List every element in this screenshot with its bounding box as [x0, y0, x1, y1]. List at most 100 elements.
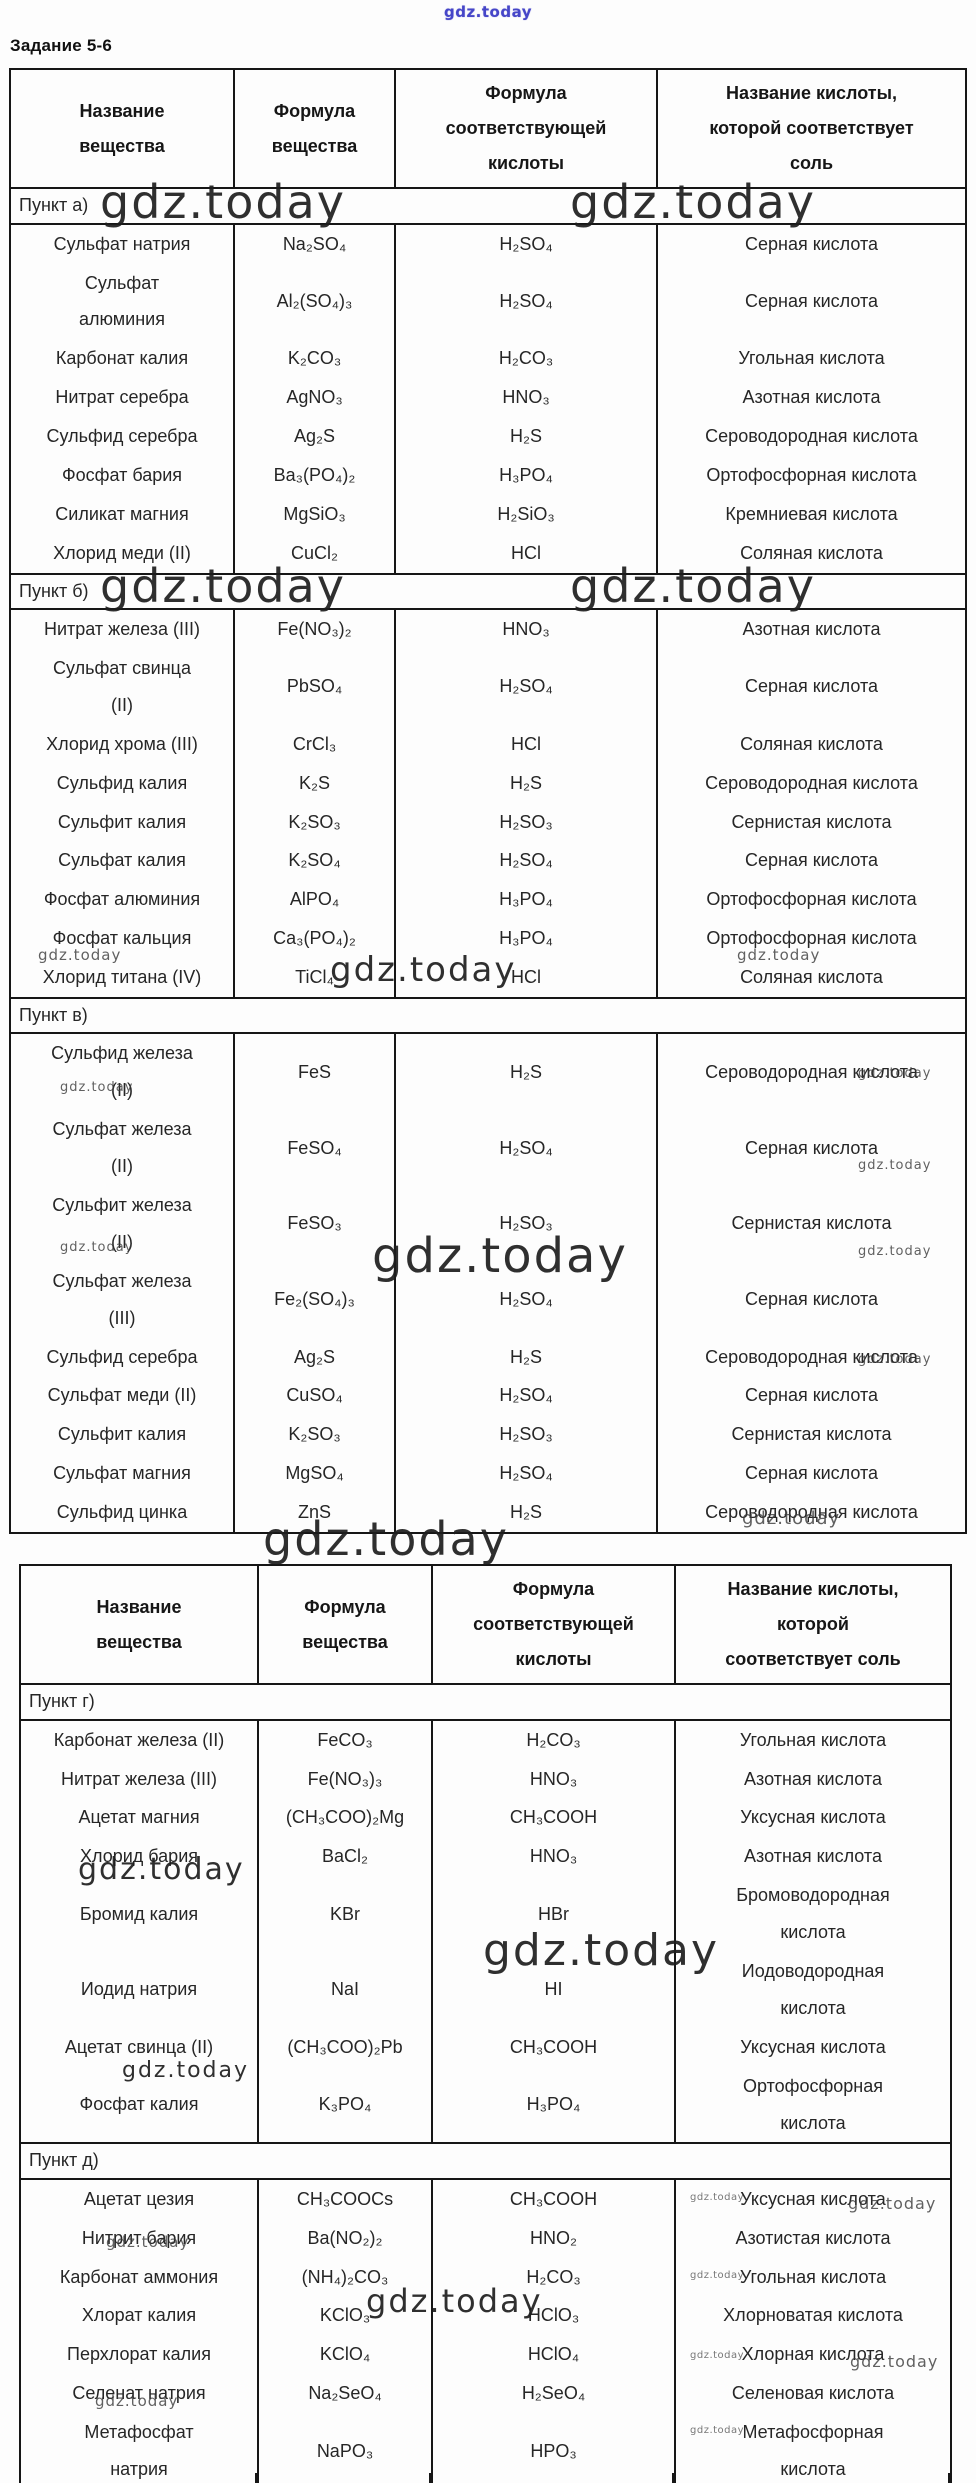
table-row: Хлорид бария BaCl₂ HNO₃ Азотная кислота	[19, 1837, 952, 1877]
substance-name-cell: Нитрат железа (III)	[19, 1759, 259, 1799]
acid-formula-cell: H₃PO₄	[394, 456, 658, 495]
substance-name-cell: Хлорид бария	[19, 1837, 259, 1877]
substance-formula-cell: MgSiO₃	[233, 494, 396, 534]
table-row: Сульфит калия K₂SO₃ H₂SO₃ Сернистая кислота	[9, 1415, 967, 1455]
section-band-row: Пункт б)	[9, 572, 967, 611]
acid-formula-cell: HClO₃	[431, 2296, 676, 2336]
substance-formula-cell: KClO₄	[257, 2335, 433, 2375]
acid-name-cell: Сернистая кислота	[656, 1415, 967, 1455]
section-band-row: Пункт д)	[19, 2142, 952, 2180]
acid-formula-cell: H₂SO₃	[394, 802, 658, 842]
substance-formula-cell: Na₂SO₄	[233, 223, 396, 264]
substance-name-cell: Ацетат свинца (II)	[19, 2027, 259, 2067]
substance-name-cell: Сульфит калия	[9, 1415, 235, 1455]
table-row: Ацетат цезия CH₃COOCs CH₃COOH Уксусная кисл…	[19, 2178, 952, 2219]
acid-name-cell: Ортофосфорная кислота	[656, 880, 967, 920]
col-header-substance-formula: Формула вещества	[257, 1564, 433, 1686]
substance-name-cell: Карбонат калия	[9, 339, 235, 379]
table-row: Хлорид титана (IV) TiCl₄ HCl Соляная кислот…	[9, 958, 967, 998]
acid-formula-cell: HClO₄	[431, 2335, 676, 2375]
substance-name-cell: Сульфид цинка	[9, 1493, 235, 1533]
acid-formula-cell: HCl	[394, 533, 658, 574]
substance-formula-cell: (NH₄)₂CO₃	[257, 2257, 433, 2297]
table-row: Фосфат кальция Ca₃(PO₄)₂ H₃PO₄ Ортофосфорна…	[9, 919, 967, 959]
table-row: Ацетат магния (CH₃COO)₂Mg CH₃COOH Уксусная …	[19, 1798, 952, 1838]
section-label: Пункт г)	[19, 1683, 952, 1721]
acid-name-cell: Серная кислота	[656, 1110, 967, 1186]
acid-formula-cell: H₂SO₄	[394, 841, 658, 881]
substance-name-cell: Сульфид калия	[9, 763, 235, 803]
acid-name-cell: Серная кислота	[656, 1261, 967, 1338]
acid-name-cell: Ортофосфорная кислота	[656, 456, 967, 495]
acid-formula-cell: H₂SO₄	[394, 1110, 658, 1186]
table-row: Нитрат железа (III) Fe(NO₃)₃ HNO₃ Азотная к…	[19, 1759, 952, 1799]
substance-formula-cell: CuCl₂	[233, 533, 396, 574]
substance-name-cell: Хлорид хрома (III)	[9, 724, 235, 764]
section-band-row: Пункт г)	[19, 1683, 952, 1721]
substance-formula-cell: Ba₃(PO₄)₂	[233, 456, 396, 495]
acid-name-cell: Соляная кислота	[656, 958, 967, 998]
substance-formula-cell: AlPO₄	[233, 880, 396, 920]
table-row: Сульфат калия K₂SO₄ H₂SO₄ Серная кислота	[9, 841, 967, 881]
acid-name-cell: Азотная кислота	[674, 1837, 952, 1877]
header-row: Название вещества Формула вещества Форму…	[9, 69, 967, 190]
acid-formula-cell: CH₃COOH	[431, 2027, 676, 2067]
acid-formula-cell: HCl	[394, 958, 658, 998]
substance-formula-cell: FeCO₃	[257, 1719, 433, 1760]
section-label: Пункт а)	[9, 187, 967, 225]
substance-formula-cell: K₂SO₃	[233, 802, 396, 842]
border-stub	[672, 2473, 674, 2483]
table-row: Сульфит железа (II) FeSO₃ H₂SO₃ Сернистая к…	[9, 1185, 967, 1262]
substance-name-cell: Ацетат магния	[19, 1798, 259, 1838]
acid-name-cell: Угольная кислота	[674, 1719, 952, 1760]
substance-formula-cell: K₃PO₄	[257, 2066, 433, 2144]
substance-formula-cell: K₂SO₄	[233, 841, 396, 881]
substance-formula-cell: Fe(NO₃)₂	[233, 609, 396, 649]
page-title: Задание 5-6	[10, 36, 113, 55]
substance-formula-cell: Ba(NO₂)₂	[257, 2218, 433, 2258]
acid-name-cell: Серная кислота	[656, 263, 967, 340]
border-stub	[19, 2473, 21, 2483]
substance-formula-cell: FeSO₃	[233, 1185, 396, 1262]
col-header-acid-name: Название кислоты, которой соответствует …	[656, 69, 967, 190]
acid-formula-cell: H₂S	[394, 417, 658, 457]
substance-formula-cell: AgNO₃	[233, 378, 396, 418]
substance-name-cell: Сульфат магния	[9, 1454, 235, 1494]
acid-name-cell: Уксусная кислота	[674, 2178, 952, 2219]
substance-name-cell: Фосфат калия	[19, 2066, 259, 2144]
acid-formula-cell: H₂CO₃	[431, 1719, 676, 1760]
table-row: Бромид калия KBr HBr Бромоводородная кислот…	[19, 1876, 952, 1952]
substance-name-cell: Сульфид серебра	[9, 1337, 235, 1377]
acid-name-cell: Азотистая кислота	[674, 2218, 952, 2258]
acid-name-cell: Соляная кислота	[656, 533, 967, 574]
substance-formula-cell: NaPO₃	[257, 2413, 433, 2483]
acid-name-cell: Угольная кислота	[656, 339, 967, 379]
table-row: Сульфид серебра Ag₂S H₂S Сероводородная кис…	[9, 1337, 967, 1377]
border-stub	[429, 2473, 431, 2483]
acid-formula-cell: H₂SO₃	[394, 1415, 658, 1455]
table-row: Силикат магния MgSiO₃ H₂SiO₃ Кремниевая кис…	[9, 494, 967, 534]
table-row: Карбонат калия K₂CO₃ H₂CO₃ Угольная кислота	[9, 339, 967, 379]
col-header-substance-name: Название вещества	[9, 69, 235, 190]
table-row: Перхлорат калия KClO₄ HClO₄ Хлорная кислота	[19, 2335, 952, 2375]
substance-name-cell: Карбонат аммония	[19, 2257, 259, 2297]
table-row: Хлорат калия KClO₃ HClO₃ Хлорноватая кислот…	[19, 2296, 952, 2336]
table-row: Сульфат железа (III) Fe₂(SO₄)₃ H₂SO₄ Серная…	[9, 1261, 967, 1338]
acid-formula-cell: H₂S	[394, 763, 658, 803]
acid-name-cell: Серная кислота	[656, 1454, 967, 1494]
table-row: Метафосфат натрия NaPO₃ HPO₃ Метафосфорная …	[19, 2413, 952, 2483]
substance-formula-cell: KClO₃	[257, 2296, 433, 2336]
substance-name-cell: Карбонат железа (II)	[19, 1719, 259, 1760]
substance-name-cell: Силикат магния	[9, 494, 235, 534]
table-row: Фосфат алюминия AlPO₄ H₃PO₄ Ортофосфорная к…	[9, 880, 967, 920]
acid-formula-cell: HCl	[394, 724, 658, 764]
acid-name-cell: Азотная кислота	[656, 378, 967, 418]
acid-name-cell: Хлорноватая кислота	[674, 2296, 952, 2336]
acid-formula-cell: H₂SiO₃	[394, 494, 658, 534]
substance-name-cell: Бромид калия	[19, 1876, 259, 1952]
substance-name-cell: Сульфат железа (III)	[9, 1261, 235, 1338]
substance-formula-cell: ZnS	[233, 1493, 396, 1533]
substance-name-cell: Иодид натрия	[19, 1951, 259, 2028]
substance-name-cell: Сульфат меди (II)	[9, 1376, 235, 1416]
